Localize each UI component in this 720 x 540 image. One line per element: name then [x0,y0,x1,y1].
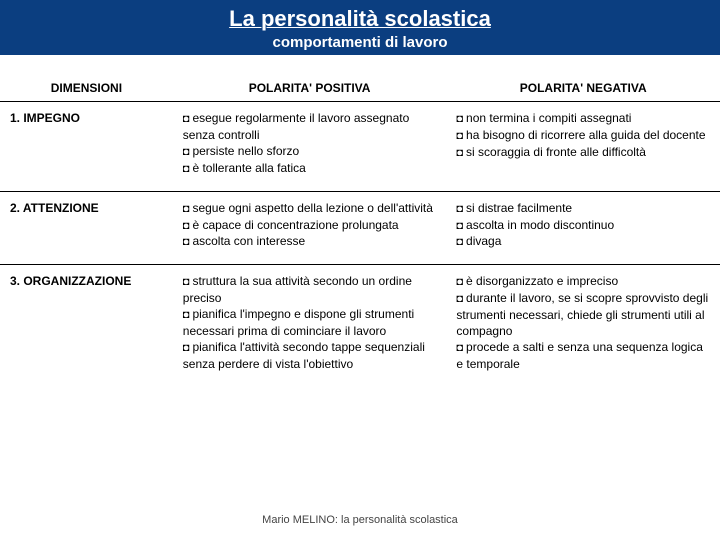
bullet-item: pianifica l'attività secondo tappe seque… [183,339,437,372]
bullet-item: è tollerante alla fatica [183,160,437,177]
bullet-item: segue ogni aspetto della lezione o dell'… [183,200,437,217]
bullet-item: esegue regolarmente il lavoro assegnato … [183,110,437,143]
table-row: 1. IMPEGNO esegue regolarmente il lavoro … [0,102,720,192]
col-header-dim: DIMENSIONI [0,75,173,102]
negative-cell: si distrae facilmenteascolta in modo dis… [446,191,720,265]
bullet-item: persiste nello sforzo [183,143,437,160]
table-row: 3. ORGANIZZAZIONE struttura la sua attivi… [0,265,720,387]
bullet-item: non termina i compiti assegnati [456,110,710,127]
bullet-item: procede a salti e senza una sequenza log… [456,339,710,372]
negative-cell: è disorganizzato e imprecisodurante il l… [446,265,720,387]
bullet-item: pianifica l'impegno e dispone gli strume… [183,306,437,339]
positive-cell: struttura la sua attività secondo un ord… [173,265,447,387]
dimension-cell: 1. IMPEGNO [0,102,173,192]
footer-text: Mario MELINO: la personalità scolastica [0,514,720,526]
col-header-pos: POLARITA' POSITIVA [173,75,447,102]
positive-cell: esegue regolarmente il lavoro assegnato … [173,102,447,192]
dimension-cell: 2. ATTENZIONE [0,191,173,265]
dimension-cell: 3. ORGANIZZAZIONE [0,265,173,387]
bullet-item: si scoraggia di fronte alle difficoltà [456,144,710,161]
col-header-neg: POLARITA' NEGATIVA [446,75,720,102]
negative-cell: non termina i compiti assegnatiha bisogn… [446,102,720,192]
bullet-item: ha bisogno di ricorrere alla guida del d… [456,127,710,144]
positive-cell: segue ogni aspetto della lezione o dell'… [173,191,447,265]
bullet-item: ascolta con interesse [183,233,437,250]
title-banner: La personalità scolastica comportamenti … [0,0,720,55]
slide-title: La personalità scolastica [0,6,720,32]
bullet-item: divaga [456,233,710,250]
bullet-item: ascolta in modo discontinuo [456,217,710,234]
bullet-item: è disorganizzato e impreciso [456,273,710,290]
bullet-item: si distrae facilmente [456,200,710,217]
bullet-item: struttura la sua attività secondo un ord… [183,273,437,306]
bullet-item: durante il lavoro, se si scopre sprovvis… [456,290,710,339]
table-row: 2. ATTENZIONE segue ogni aspetto della le… [0,191,720,265]
slide-subtitle: comportamenti di lavoro [0,34,720,51]
dimensions-table: DIMENSIONI POLARITA' POSITIVA POLARITA' … [0,75,720,386]
bullet-item: è capace di concentrazione prolungata [183,217,437,234]
